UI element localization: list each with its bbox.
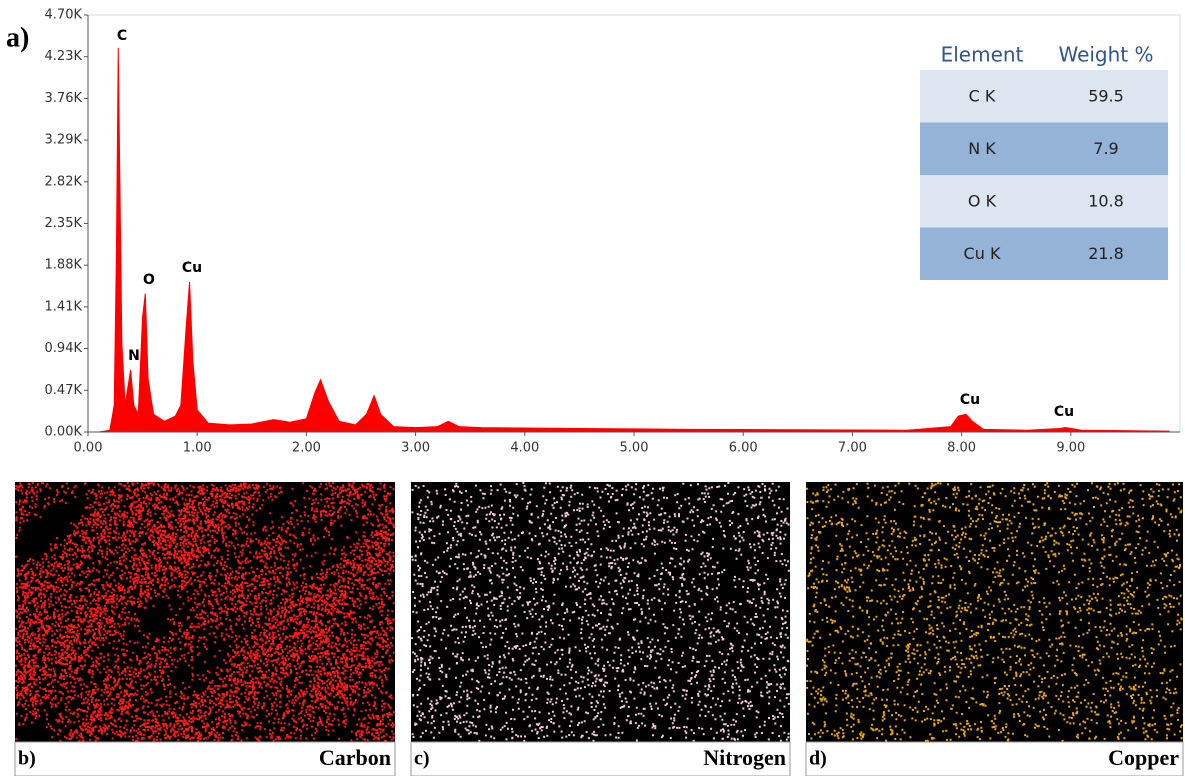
- y-tick-label: 0.47K: [45, 383, 83, 398]
- table-cell: 59.5: [1088, 87, 1124, 106]
- map-tag: d): [809, 748, 827, 770]
- x-tick-label: 6.00: [729, 441, 758, 456]
- peak-label: Cu: [182, 260, 202, 276]
- table-cell: 21.8: [1088, 244, 1124, 263]
- x-tick-label: 3.00: [401, 441, 430, 456]
- y-tick-label: 2.82K: [45, 174, 83, 189]
- map-caption-bar: [410, 741, 791, 776]
- y-tick-label: 1.41K: [45, 299, 83, 314]
- y-tick-label: 1.88K: [45, 258, 83, 273]
- x-tick-label: 2.00: [292, 441, 321, 456]
- y-tick-label: 0.00K: [45, 425, 83, 440]
- y-tick-label: 2.35K: [45, 216, 83, 231]
- y-tick-label: 4.70K: [45, 8, 83, 23]
- peak-label: Cu: [1054, 404, 1074, 420]
- x-tick-label: 7.00: [838, 441, 867, 456]
- y-tick-label: 3.29K: [45, 133, 83, 148]
- table-row: [920, 122, 1168, 175]
- table-cell: Cu K: [964, 244, 1001, 263]
- table-header: Weight %: [1058, 43, 1153, 67]
- map-tag: b): [18, 748, 36, 770]
- map-tag: c): [414, 748, 430, 770]
- x-tick-label: 1.00: [183, 441, 212, 456]
- map-label: Copper: [1108, 745, 1179, 770]
- x-tick-label: 9.00: [1056, 441, 1085, 456]
- table-cell: C K: [969, 87, 996, 106]
- peak-label: Cu: [960, 392, 980, 408]
- table-row: [920, 175, 1168, 228]
- table-header: Element: [941, 43, 1024, 67]
- table-row: [920, 70, 1168, 123]
- spectrum: [98, 47, 1170, 433]
- table-cell: 7.9: [1093, 139, 1118, 158]
- table-cell: O K: [968, 192, 997, 211]
- peak-label: N: [128, 348, 140, 364]
- panel-label: a): [6, 22, 29, 53]
- y-tick-label: 3.76K: [45, 91, 83, 106]
- y-tick-label: 4.23K: [45, 49, 83, 64]
- map-caption-bar: [805, 741, 1184, 776]
- x-tick-label: 5.00: [620, 441, 649, 456]
- map-label: Nitrogen: [703, 745, 786, 770]
- map-label: Carbon: [319, 745, 391, 770]
- peak-label: O: [143, 272, 155, 288]
- map-dots: [411, 482, 790, 742]
- map-dots: [15, 482, 395, 742]
- table-cell: 10.8: [1088, 192, 1124, 211]
- peak-label: C: [117, 28, 127, 44]
- x-tick-label: 4.00: [510, 441, 539, 456]
- x-tick-label: 8.00: [947, 441, 976, 456]
- x-tick-label: 0.00: [74, 441, 103, 456]
- map-caption-bar: [14, 741, 396, 776]
- y-tick-label: 0.94K: [45, 341, 83, 356]
- table-cell: N K: [968, 139, 996, 158]
- table-row: [920, 227, 1168, 280]
